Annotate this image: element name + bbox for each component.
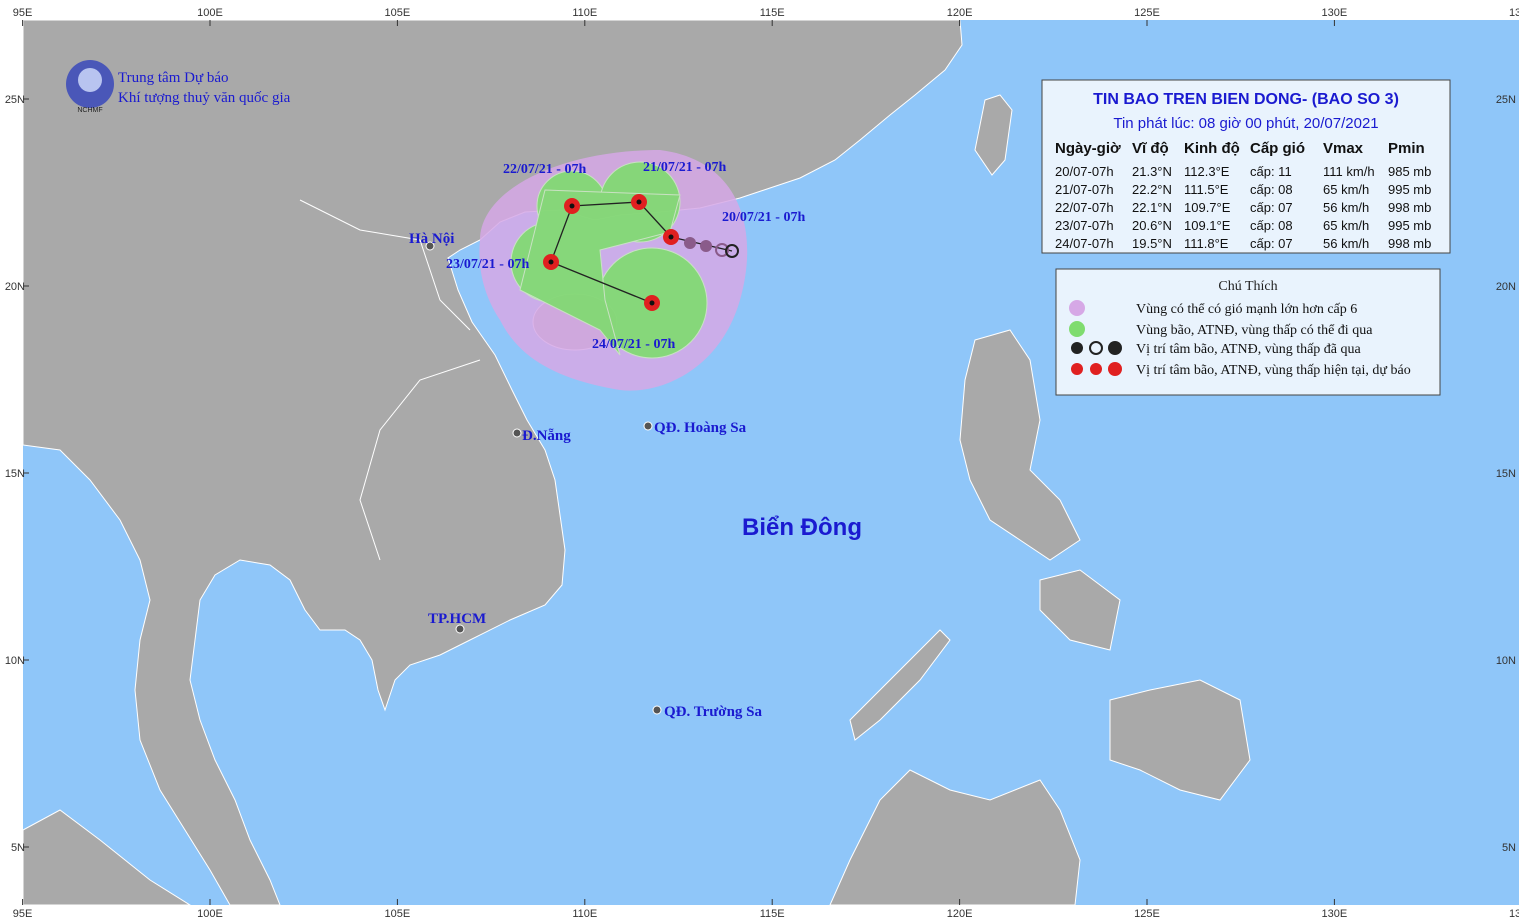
- org-name: Khí tượng thuỷ văn quốc gia: [118, 90, 291, 106]
- table-cell: 56 km/h: [1323, 200, 1369, 215]
- bulletin: TIN BAO TREN BIEN DONG- (BAO SO 3) Tin p…: [1041, 79, 1451, 254]
- place-label: Đ.Nẵng: [522, 428, 571, 444]
- table-cell: cấp: 08: [1250, 182, 1293, 197]
- table-cell: cấp: 08: [1250, 218, 1293, 233]
- legend-title: Chú Thích: [1218, 279, 1277, 294]
- table-cell: 998 mb: [1388, 236, 1431, 251]
- table-cell: 21.3°N: [1132, 164, 1172, 179]
- lon-tick-label: 95E: [13, 7, 33, 19]
- table-cell: 111 km/h: [1323, 164, 1375, 179]
- table-cell: 109.1°E: [1184, 218, 1231, 233]
- table-cell: 985 mb: [1388, 164, 1431, 179]
- column-header: Pmin: [1388, 140, 1425, 157]
- table-cell: 21/07-07h: [1055, 182, 1114, 197]
- table-cell: cấp: 11: [1250, 164, 1292, 179]
- lon-tick-label: 125E: [1134, 908, 1160, 919]
- org-name: Trung tâm Dự báo: [118, 70, 229, 86]
- lon-tick-label: 125E: [1134, 7, 1160, 19]
- place-dot: [643, 421, 653, 431]
- track-label: 21/07/21 - 07h: [643, 160, 726, 175]
- column-header: Vmax: [1323, 140, 1364, 157]
- lon-tick-label: 130E: [1322, 7, 1348, 19]
- legend-item: Vị trí tâm bão, ATNĐ, vùng thấp đã qua: [1136, 342, 1362, 357]
- lon-tick-label: 120E: [947, 908, 973, 919]
- lon-tick-label: 115E: [760, 908, 785, 919]
- place-dot: [652, 705, 662, 715]
- lon-tick-label: 100E: [197, 908, 223, 919]
- bulletin-title: TIN BAO TREN BIEN DONG- (BAO SO 3): [1093, 91, 1399, 108]
- lat-tick-label: 10N: [1496, 655, 1516, 667]
- logo: NCHMF: [66, 60, 114, 114]
- lon-tick-label: 100E: [197, 7, 223, 19]
- lon-tick-label: 135E: [1509, 908, 1519, 919]
- storm-cone: [479, 150, 748, 391]
- lon-tick-label: 105E: [385, 7, 411, 19]
- table-cell: 65 km/h: [1323, 218, 1369, 233]
- table-cell: 111.8°E: [1184, 236, 1229, 251]
- bulletin-subtitle: Tin phát lúc: 08 giờ 00 phút, 20/07/2021: [1113, 115, 1378, 132]
- logo-text: NCHMF: [77, 107, 102, 114]
- place-label: QĐ. Trường Sa: [664, 704, 763, 720]
- table-cell: 998 mb: [1388, 200, 1431, 215]
- lon-tick-label: 95E: [13, 908, 33, 919]
- storm-positions: [543, 194, 679, 311]
- lat-tick-label: 25N: [1496, 94, 1516, 106]
- lon-tick-label: 110E: [572, 908, 597, 919]
- lon-tick-label: 135E: [1509, 7, 1519, 19]
- track-label: 23/07/21 - 07h: [446, 257, 529, 272]
- table-cell: 22.1°N: [1132, 200, 1172, 215]
- table-cell: 56 km/h: [1323, 236, 1369, 251]
- lat-tick-label: 15N: [5, 468, 25, 480]
- table-cell: cấp: 07: [1250, 200, 1293, 215]
- place-dot: [455, 624, 465, 634]
- table-cell: 20.6°N: [1132, 218, 1172, 233]
- lat-tick-label: 20N: [1496, 281, 1516, 293]
- legend: Chú Thích: [1055, 268, 1441, 396]
- past-positions: [684, 237, 739, 258]
- lat-tick-label: 10N: [5, 655, 25, 667]
- table-cell: 23/07-07h: [1055, 218, 1114, 233]
- lon-tick-label: 120E: [947, 7, 973, 19]
- lat-tick-label: 15N: [1496, 468, 1516, 480]
- table-cell: 65 km/h: [1323, 182, 1369, 197]
- table-cell: 109.7°E: [1184, 200, 1231, 215]
- lon-tick-label: 115E: [760, 7, 785, 19]
- table-cell: 111.5°E: [1184, 182, 1229, 197]
- table-cell: 112.3°E: [1184, 164, 1230, 179]
- legend-item: Vị trí tâm bão, ATNĐ, vùng thấp hiện tại…: [1136, 363, 1411, 378]
- lon-tick-label: 130E: [1322, 908, 1348, 919]
- track-label: 22/07/21 - 07h: [503, 162, 586, 177]
- place-dot: [512, 428, 522, 438]
- column-header: Cấp gió: [1250, 140, 1305, 157]
- place-label: QĐ. Hoàng Sa: [654, 420, 747, 436]
- table-cell: 22.2°N: [1132, 182, 1172, 197]
- place-label: Hà Nội: [409, 231, 454, 247]
- place-label: TP.HCM: [428, 611, 486, 627]
- table-cell: 24/07-07h: [1055, 236, 1114, 251]
- table-cell: cấp: 07: [1250, 236, 1293, 251]
- sea-label: Biển Đông: [742, 514, 862, 541]
- column-header: Ngày-giờ: [1055, 140, 1121, 157]
- lat-tick-label: 5N: [11, 842, 25, 854]
- table-cell: 995 mb: [1388, 218, 1431, 233]
- table-cell: 995 mb: [1388, 182, 1431, 197]
- column-header: Vĩ độ: [1132, 140, 1169, 157]
- lon-tick-label: 110E: [572, 7, 597, 19]
- column-header: Kinh độ: [1184, 140, 1240, 157]
- track-label: 20/07/21 - 07h: [722, 210, 805, 225]
- table-cell: 20/07-07h: [1055, 164, 1114, 179]
- table-cell: 19.5°N: [1132, 236, 1172, 251]
- lon-tick-label: 105E: [385, 908, 411, 919]
- legend-item: Vùng bão, ATNĐ, vùng thấp có thể đi qua: [1136, 323, 1373, 338]
- lat-tick-label: 25N: [5, 94, 25, 106]
- track-label: 24/07/21 - 07h: [592, 337, 675, 352]
- lat-tick-label: 5N: [1502, 842, 1516, 854]
- legend-item: Vùng có thể có gió mạnh lớn hơn cấp 6: [1136, 302, 1357, 317]
- place-dot: [425, 241, 435, 251]
- table-cell: 22/07-07h: [1055, 200, 1114, 215]
- lat-tick-label: 20N: [5, 281, 25, 293]
